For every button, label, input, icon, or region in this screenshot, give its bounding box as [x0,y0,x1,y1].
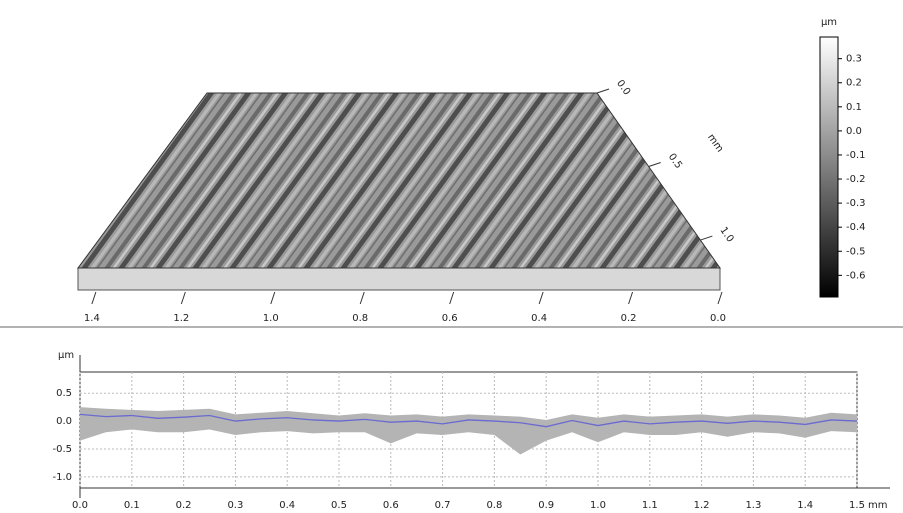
y-label: µm [58,350,74,361]
x-tick [628,291,634,305]
colorbar-label: -0.2 [846,174,866,185]
y-tick-label: -1.0 [52,472,72,483]
colorbar-label: 0.2 [846,78,862,89]
x-tick-label: 1.0 [590,500,606,511]
x-tick-label: 0.2 [621,313,637,324]
x-tick-label: 0.1 [124,500,140,511]
y-tick-label: -0.5 [52,444,72,455]
x-tick-label: 0.2 [176,500,192,511]
band [80,407,857,455]
x-tick-label: 1.2 [173,313,189,324]
colorbar-label: -0.1 [846,150,866,161]
x-label: mm [868,500,887,511]
x-tick-label: 0.8 [352,313,368,324]
y-unit: mm [705,132,725,154]
x-tick-label: 0.6 [442,313,458,324]
x-tick [717,291,723,305]
colorbar-label: 0.3 [846,54,862,65]
colorbar-label: -0.6 [846,270,866,281]
x-tick-label: 0.0 [710,313,726,324]
y-tick-label: 1.0 [717,225,735,244]
x-tick-label: 0.0 [72,500,88,511]
colorbar-label: -0.3 [846,198,866,209]
x-tick [91,291,97,305]
colorbar-label: 0.0 [846,126,862,137]
x-tick-label: 1.1 [642,500,658,511]
x-tick-label: 1.5 [849,500,865,511]
x-tick-label: 1.4 [84,313,100,324]
colorbar-label: 0.1 [846,102,862,113]
surface-side [77,267,721,291]
x-tick [270,291,276,305]
x-tick-label: 0.6 [383,500,399,511]
y-tick [648,162,661,168]
x-tick-label: 0.9 [538,500,554,511]
x-tick [449,291,455,305]
y-tick-label: 0.5 [666,152,684,171]
x-tick-label: 1.0 [263,313,279,324]
x-tick-label: 0.5 [331,500,347,511]
x-tick-label: 1.2 [694,500,710,511]
x-tick-label: 0.7 [435,500,451,511]
x-tick-label: 0.4 [531,313,547,324]
x-tick-label: 0.4 [279,500,295,511]
x-tick-label: 0.3 [227,500,243,511]
profile-line [79,413,858,428]
surface [77,92,721,269]
colorbar-label: -0.5 [846,246,866,257]
y-tick-label: 0.0 [614,78,632,97]
y-tick [700,235,713,241]
x-tick [180,291,186,305]
colorbar [819,36,839,298]
colorbar-unit: µm [821,17,837,28]
y-tick-label: 0.0 [56,416,72,427]
x-tick [538,291,544,305]
x-tick-label: 1.4 [797,500,813,511]
y-tick [596,88,610,94]
x-tick-label: 1.3 [745,500,761,511]
x-tick-label: 0.8 [486,500,502,511]
colorbar-label: -0.4 [846,222,866,233]
x-tick [359,291,365,305]
y-tick-label: 0.5 [56,388,72,399]
